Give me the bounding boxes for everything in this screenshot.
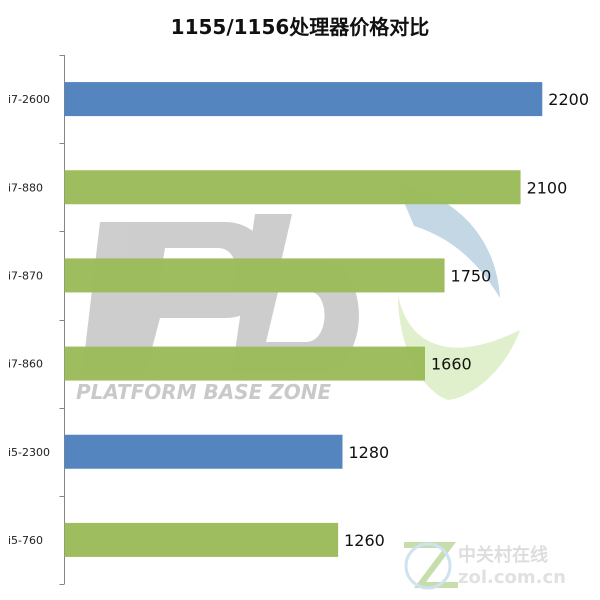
- category-label: i7-860: [8, 358, 43, 371]
- y-axis-ticks: [59, 55, 65, 585]
- category-labels: i7-2600 i7-880 i7-870 i7-860 i5-2300 i5-760: [8, 93, 50, 547]
- category-label: i7-880: [8, 181, 43, 194]
- data-label: 2200: [548, 90, 589, 109]
- bar-i7-870: [64, 258, 445, 293]
- data-labels: 2200 2100 1750 1660 1280 1260: [344, 90, 589, 550]
- bar-i5-760: [64, 522, 339, 557]
- zol-site-url: zol.com.cn: [458, 567, 566, 588]
- data-label: 1280: [348, 443, 389, 462]
- data-label: 1260: [344, 531, 385, 550]
- zol-logo-ring-icon: [404, 542, 452, 590]
- data-label: 1660: [431, 355, 472, 374]
- pbz-swoosh-blue: [396, 183, 500, 298]
- zol-site-name: 中关村在线: [458, 544, 548, 566]
- data-label: 1750: [451, 266, 492, 285]
- data-label: 2100: [527, 178, 568, 197]
- zol-watermark: 中关村在线 zol.com.cn: [404, 542, 566, 590]
- bars: [64, 82, 543, 557]
- category-label: i5-2300: [8, 446, 50, 459]
- bar-i7-2600: [64, 82, 543, 117]
- bar-i7-860: [64, 346, 426, 381]
- pbz-letter-b: [232, 214, 360, 372]
- category-label: i7-870: [8, 269, 43, 282]
- category-label: i5-760: [8, 534, 43, 547]
- bar-i5-2300: [64, 434, 343, 469]
- bar-i7-880: [64, 170, 521, 205]
- chart-title: 1155/1156处理器价格对比: [171, 15, 430, 39]
- category-label: i7-2600: [8, 93, 50, 106]
- pbz-brand-text: PLATFORM BASE ZONE: [76, 380, 332, 404]
- pbz-swoosh-green: [398, 295, 520, 400]
